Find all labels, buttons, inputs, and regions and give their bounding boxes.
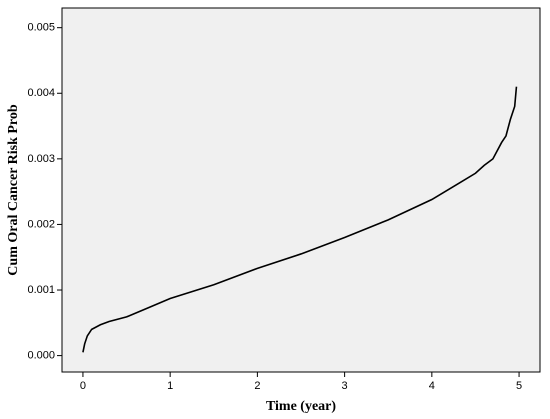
y-tick-label: 0.003 [27,153,55,165]
y-tick-label: 0.005 [27,22,55,34]
x-tick-label: 0 [80,380,86,392]
plot-area [61,7,541,373]
line [82,86,518,353]
x-tick-label: 2 [254,380,260,392]
y-axis-title: Cum Oral Cancer Risk Prob [6,104,21,276]
x-tick-label: 5 [516,380,522,392]
x-tick-label: 4 [429,380,435,392]
y-tick-label: 0.002 [27,218,55,230]
y-tick-label: 0.004 [27,87,55,99]
y-tick-label: 0.001 [27,284,55,296]
x-tick-label: 1 [167,380,173,392]
y-tick-label: 0.000 [27,350,55,362]
x-tick-label: 3 [342,380,348,392]
x-axis-title: Time (year) [266,399,336,414]
